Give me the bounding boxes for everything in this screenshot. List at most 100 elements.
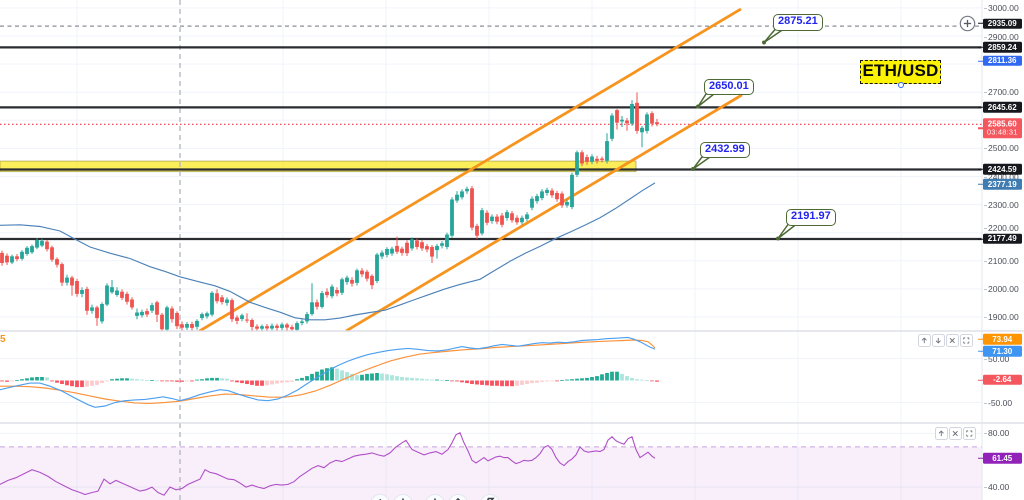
- nav-circle-button[interactable]: [370, 494, 390, 500]
- candle-body: [470, 188, 474, 228]
- candle-body: [640, 127, 644, 133]
- candle-body: [465, 188, 469, 192]
- price-callout[interactable]: 2191.97: [786, 209, 836, 226]
- nav-circle-button[interactable]: [425, 494, 445, 500]
- macd-histogram-bar: [630, 377, 634, 381]
- selection-handle[interactable]: [897, 81, 904, 88]
- price-tag[interactable]: 2859.24: [978, 42, 1022, 53]
- macd-arrow-down-button[interactable]: [932, 334, 945, 347]
- macd-histogram-bar: [30, 377, 34, 381]
- rsi-arrow-up-button[interactable]: [935, 427, 948, 440]
- candle-body: [255, 326, 259, 329]
- macd-histogram-bar: [100, 380, 104, 384]
- symbol-text-label[interactable]: ETH/USD: [860, 60, 941, 84]
- candle-body: [510, 213, 514, 221]
- price-levels[interactable]: [0, 25, 982, 241]
- macd-histogram-bar: [460, 380, 464, 383]
- rsi-close-button[interactable]: [949, 427, 962, 440]
- candle-body: [175, 313, 179, 327]
- pane-separators[interactable]: [0, 330, 1024, 424]
- price-tag[interactable]: 73.94: [978, 333, 1022, 345]
- candle-body: [475, 225, 479, 236]
- price-tag[interactable]: 2377.19: [978, 179, 1022, 190]
- candle-body: [635, 102, 639, 131]
- macd-histogram-bar: [285, 380, 289, 383]
- axis-scale-label: 1900.00: [983, 311, 1019, 322]
- macd-histogram-bar: [545, 380, 549, 382]
- price-callout[interactable]: 2875.21: [773, 14, 823, 31]
- candle-body: [325, 291, 329, 296]
- candle-body: [340, 279, 344, 293]
- axis-scale-label: 50.00: [983, 353, 1010, 364]
- candle-body: [330, 286, 334, 297]
- candle-body: [360, 270, 364, 275]
- price-tag[interactable]: 71.30: [978, 345, 1022, 357]
- rsi-maximize-button[interactable]: [963, 427, 976, 440]
- nav-circle-button[interactable]: [448, 494, 468, 500]
- candle-body: [290, 327, 294, 330]
- price-tag[interactable]: 2645.62: [978, 102, 1022, 113]
- candle-body: [0, 252, 4, 263]
- price-callout[interactable]: 2650.01: [704, 78, 754, 95]
- axis-scale-label: 2300.00: [983, 199, 1019, 210]
- lower-trendline[interactable]: [345, 94, 743, 331]
- candle-body: [310, 302, 314, 315]
- candle-body: [540, 191, 544, 199]
- axis-scale-label: 2700.00: [983, 87, 1019, 98]
- macd-histogram-bar: [345, 372, 349, 381]
- price-tag[interactable]: 2811.36: [978, 55, 1022, 67]
- price-callout[interactable]: 2432.99: [700, 141, 750, 158]
- tag-tick: [978, 106, 983, 109]
- rsi-band: [0, 446, 982, 500]
- candle-body: [75, 281, 79, 294]
- yellow-zone-rect[interactable]: [0, 160, 637, 173]
- macd-histogram-bar: [230, 380, 234, 382]
- price-tag[interactable]: 2585.60 03:48:31: [978, 118, 1022, 138]
- axis-scale-label: 40.00: [983, 482, 1010, 493]
- candle-body: [565, 202, 569, 206]
- price-tag[interactable]: 61.45: [978, 453, 1022, 464]
- macd-close-button[interactable]: [946, 334, 959, 347]
- candle-body: [585, 157, 589, 162]
- candle-body: [490, 216, 494, 222]
- candle-body: [480, 210, 484, 234]
- candle-body: [185, 324, 189, 328]
- candle-body: [60, 264, 64, 283]
- macd-polyline: [0, 336, 656, 408]
- upper-trendline[interactable]: [198, 8, 742, 331]
- macd-histogram-bar: [205, 378, 209, 381]
- candle-body: [430, 247, 434, 257]
- macd-histogram-bar: [435, 379, 439, 381]
- trend-channel[interactable]: [198, 8, 743, 331]
- alert-price-tag[interactable]: 2935.09: [978, 18, 1022, 29]
- yellow-zone[interactable]: [0, 160, 637, 173]
- price-tag[interactable]: -2.64: [978, 374, 1022, 386]
- candle-body: [560, 193, 564, 206]
- candle-body: [130, 299, 134, 308]
- macd-histogram-bar: [35, 377, 39, 381]
- price-tag-value: 2585.60: [987, 118, 1017, 128]
- macd-histogram-bar: [580, 378, 584, 381]
- macd-histogram-bar: [560, 380, 564, 381]
- candle-body: [625, 120, 629, 124]
- macd-histogram-bar: [315, 371, 319, 381]
- nav-circle-button[interactable]: [393, 494, 413, 500]
- bottom-nav-buttons[interactable]: [370, 494, 500, 500]
- candle-body: [230, 300, 234, 320]
- macd-histogram-bar: [370, 373, 374, 381]
- macd-arrow-up-button[interactable]: [918, 334, 931, 347]
- nav-circle-button[interactable]: [480, 494, 500, 500]
- add-alert-plus-icon[interactable]: [959, 15, 976, 32]
- price-tag[interactable]: 2424.59: [978, 164, 1022, 175]
- candle-body: [35, 240, 39, 248]
- macd-histogram-bar: [290, 380, 294, 382]
- macd-histogram-bar: [620, 373, 624, 381]
- candle-body: [95, 307, 99, 319]
- price-tag[interactable]: 2177.49: [978, 233, 1022, 245]
- callout-anchor-dot: [696, 104, 700, 109]
- rsi-polyline: [0, 432, 656, 496]
- macd-maximize-button[interactable]: [960, 334, 973, 347]
- macd-histogram-bar: [535, 380, 539, 383]
- candle-body: [150, 305, 154, 311]
